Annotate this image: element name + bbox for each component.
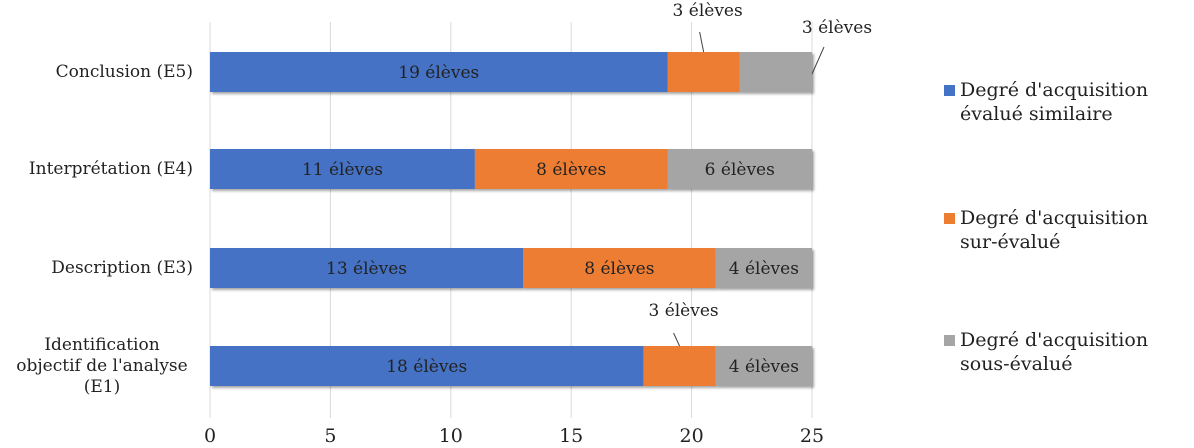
x-tick-label-15: 15 bbox=[559, 425, 583, 447]
bar-segment-s0-c3 bbox=[210, 346, 644, 386]
bar-segment-s1-c3 bbox=[643, 346, 716, 386]
bar-segment-s1-c2 bbox=[523, 248, 716, 288]
y-category-label: Identification bbox=[44, 335, 159, 355]
data-label: 4 élèves bbox=[729, 259, 799, 279]
leader-line bbox=[673, 332, 681, 347]
data-label: 3 élèves bbox=[802, 18, 872, 38]
bar-segment-s2-c2 bbox=[715, 248, 812, 288]
legend-swatch-similaire bbox=[944, 85, 955, 96]
data-label: 19 élèves bbox=[398, 63, 479, 83]
leader-line bbox=[699, 31, 705, 53]
y-category-label: Description (E3) bbox=[51, 258, 193, 278]
legend-swatch-sur-evalue bbox=[944, 213, 955, 224]
y-category-label: objectif de l'analyse bbox=[16, 356, 187, 376]
bar-segment-s2-c1 bbox=[667, 149, 812, 189]
bar-segment-s2-c0 bbox=[739, 52, 812, 92]
data-label: 13 élèves bbox=[326, 259, 407, 279]
legend-label-line: sur-évalué bbox=[960, 231, 1061, 253]
legend-label-line: Degré d'acquisition bbox=[960, 79, 1149, 101]
bar-segment-s1-c1 bbox=[474, 149, 668, 189]
bar-segment-s0-c2 bbox=[210, 248, 524, 288]
legend-label-line: Degré d'acquisition bbox=[960, 207, 1149, 229]
x-tick-label-5: 5 bbox=[324, 425, 336, 447]
legend-label-line: évalué similaire bbox=[960, 103, 1113, 125]
data-label: 18 élèves bbox=[386, 357, 467, 377]
data-label: 4 élèves bbox=[729, 357, 799, 377]
legend-label-line: Degré d'acquisition bbox=[960, 329, 1149, 351]
data-label: 3 élèves bbox=[648, 301, 718, 321]
data-label: 3 élèves bbox=[673, 1, 743, 21]
y-category-label: Interprétation (E4) bbox=[29, 159, 193, 179]
legend-label-line: sous-évalué bbox=[960, 353, 1073, 375]
y-category-label: (E1) bbox=[84, 377, 121, 397]
y-category-label: Conclusion (E5) bbox=[56, 62, 193, 82]
leader-line bbox=[811, 46, 825, 75]
bar-segment-s2-c3 bbox=[715, 346, 812, 386]
stacked-bar-chart: 0 5 10 15 20 25 Conclusion (E5) Interprétation … bbox=[16, 1, 872, 447]
x-tick-label-25: 25 bbox=[800, 425, 824, 447]
x-tick-label-0: 0 bbox=[204, 425, 216, 447]
legend-swatch-sous-evalue bbox=[944, 335, 955, 346]
bar-segment-s0-c1 bbox=[210, 149, 475, 189]
x-tick-label-20: 20 bbox=[680, 425, 704, 447]
data-label: 11 élèves bbox=[302, 160, 383, 180]
data-label: 8 élèves bbox=[536, 160, 606, 180]
bar-segment-s0-c0 bbox=[210, 52, 668, 92]
bar-segment-s1-c0 bbox=[667, 52, 740, 92]
data-label: 8 élèves bbox=[584, 259, 654, 279]
data-label: 6 élèves bbox=[705, 160, 775, 180]
x-tick-label-10: 10 bbox=[439, 425, 463, 447]
